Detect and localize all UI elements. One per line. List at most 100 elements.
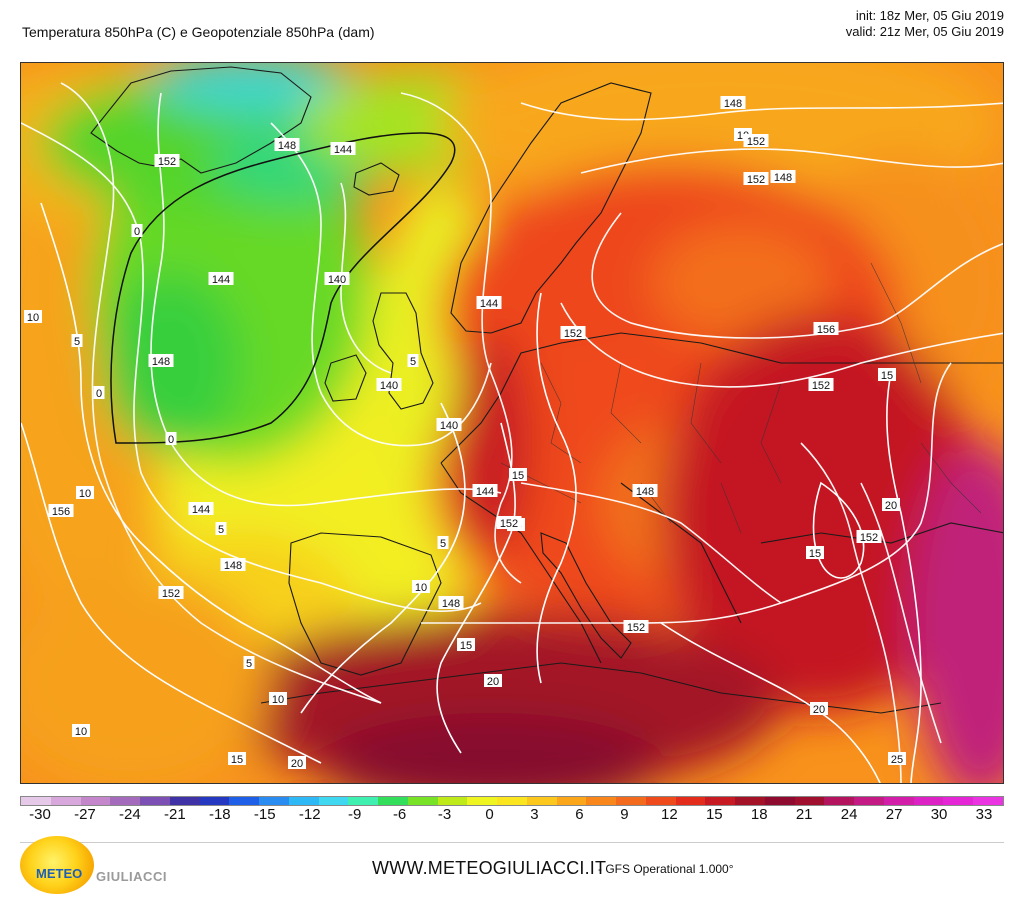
svg-text:20: 20: [487, 676, 499, 688]
model-name: - GFS Operational 1.000°: [598, 862, 734, 876]
contour-label: 5: [215, 522, 227, 536]
svg-text:148: 148: [442, 598, 460, 610]
contour-label: 5: [71, 334, 83, 348]
color-scale-swatch: [854, 797, 884, 805]
contour-label: 15: [878, 368, 896, 382]
color-scale-tick: -15: [253, 806, 276, 823]
iceland-coast: [353, 162, 400, 196]
svg-text:144: 144: [476, 486, 494, 498]
scandinavia-coast: [450, 82, 652, 334]
svg-text:25: 25: [891, 754, 903, 766]
color-scale-swatch: [973, 797, 1003, 805]
contour-label: 25: [888, 752, 906, 766]
svg-text:0: 0: [168, 434, 174, 446]
ireland: [324, 354, 367, 402]
map-canvas: 0005555510101010101015151515151520202020…: [21, 63, 1003, 783]
color-scale-tick: -18: [208, 806, 231, 823]
color-scale-swatch: [259, 797, 289, 805]
color-scale-swatch: [80, 797, 111, 805]
svg-text:148: 148: [774, 172, 792, 184]
greenland-coast: [90, 66, 312, 174]
color-scale-tick: -6: [392, 806, 407, 823]
contour-label: 5: [407, 354, 419, 368]
color-scale-swatch: [764, 797, 795, 805]
init-time: init: 18z Mer, 05 Giu 2019: [855, 8, 1004, 23]
iberia: [288, 532, 442, 676]
svg-text:152: 152: [860, 532, 878, 544]
svg-text:144: 144: [212, 274, 230, 286]
color-scale-swatch: [913, 797, 944, 805]
svg-text:152: 152: [500, 518, 518, 530]
color-scale-swatch: [735, 797, 765, 805]
contour-label: 0: [131, 224, 143, 238]
contour-label: 5: [243, 656, 255, 670]
svg-text:148: 148: [724, 98, 742, 110]
color-scale-tick: 27: [885, 806, 903, 823]
logo-text-giuliacci: GIULIACCI: [96, 869, 167, 884]
sun-logo-icon: [20, 836, 94, 894]
svg-text:144: 144: [334, 144, 352, 156]
contour-label: 148: [148, 354, 174, 368]
contour-label: 148: [720, 96, 746, 110]
svg-text:5: 5: [74, 336, 80, 348]
logo-text-meteo: METEO: [36, 866, 83, 881]
contour-label: 148: [632, 484, 658, 498]
contour-label: 152: [623, 620, 649, 634]
color-scale-swatch: [526, 797, 557, 805]
europe-mainland: [440, 332, 1003, 664]
meteogiuliacci-logo: METEO GIULIACCI: [20, 836, 180, 896]
svg-text:152: 152: [747, 174, 765, 186]
contour-labels: 0005555510101010101015151515151520202020…: [24, 96, 906, 770]
contour-label: 140: [324, 272, 350, 286]
svg-text:20: 20: [885, 500, 897, 512]
contour-label: 20: [484, 674, 502, 688]
svg-text:15: 15: [231, 754, 243, 766]
color-scale-tick: 6: [575, 806, 584, 823]
color-scale-tick: 15: [705, 806, 723, 823]
svg-text:10: 10: [272, 694, 284, 706]
isotherm-0: [110, 132, 456, 444]
svg-text:15: 15: [809, 548, 821, 560]
color-scale-tick: 0: [485, 806, 494, 823]
color-scale-tick: -30: [29, 806, 51, 823]
contour-label: 144: [188, 502, 214, 516]
coastlines: [90, 66, 1003, 714]
contour-label: 20: [288, 756, 306, 770]
contour-label: 10: [76, 486, 94, 500]
color-scale-tick: -9: [347, 806, 362, 823]
contour-label: 10: [24, 310, 42, 324]
color-scale-swatch: [288, 797, 319, 805]
svg-text:144: 144: [192, 504, 210, 516]
contour-label: 144: [476, 296, 502, 310]
svg-text:152: 152: [812, 380, 830, 392]
color-scale-swatch: [229, 797, 259, 805]
contour-label: 0: [93, 386, 105, 400]
color-scale-tick: 30: [930, 806, 948, 823]
color-scale-tick: 21: [795, 806, 813, 823]
footer-divider: [20, 842, 1004, 843]
svg-text:152: 152: [162, 588, 180, 600]
color-scale-swatch: [883, 797, 914, 805]
color-scale-tick: -27: [74, 806, 96, 823]
contour-label: 148: [274, 138, 300, 152]
svg-text:152: 152: [747, 136, 765, 148]
color-scale-tick: -3: [437, 806, 452, 823]
color-scale-tick: 18: [750, 806, 768, 823]
contour-label: 156: [813, 322, 839, 336]
svg-text:20: 20: [813, 704, 825, 716]
svg-text:156: 156: [52, 506, 70, 518]
color-scale-tick: 12: [660, 806, 678, 823]
contour-label: 144: [208, 272, 234, 286]
contour-label: 15: [228, 752, 246, 766]
svg-text:140: 140: [440, 420, 458, 432]
contour-label: 15: [806, 546, 824, 560]
color-scale-swatch: [675, 797, 706, 805]
color-scale-swatch: [199, 797, 230, 805]
svg-text:10: 10: [27, 312, 39, 324]
svg-text:152: 152: [627, 622, 645, 634]
svg-text:144: 144: [480, 298, 498, 310]
svg-text:15: 15: [512, 470, 524, 482]
color-scale-ticks: -30 -27 -24 -21 -18 -15 -12 -9 -6 -3 0 3 6 9 12 15 18 21 2…: [20, 806, 1004, 828]
svg-text:148: 148: [636, 486, 654, 498]
contour-label: 152: [154, 154, 180, 168]
